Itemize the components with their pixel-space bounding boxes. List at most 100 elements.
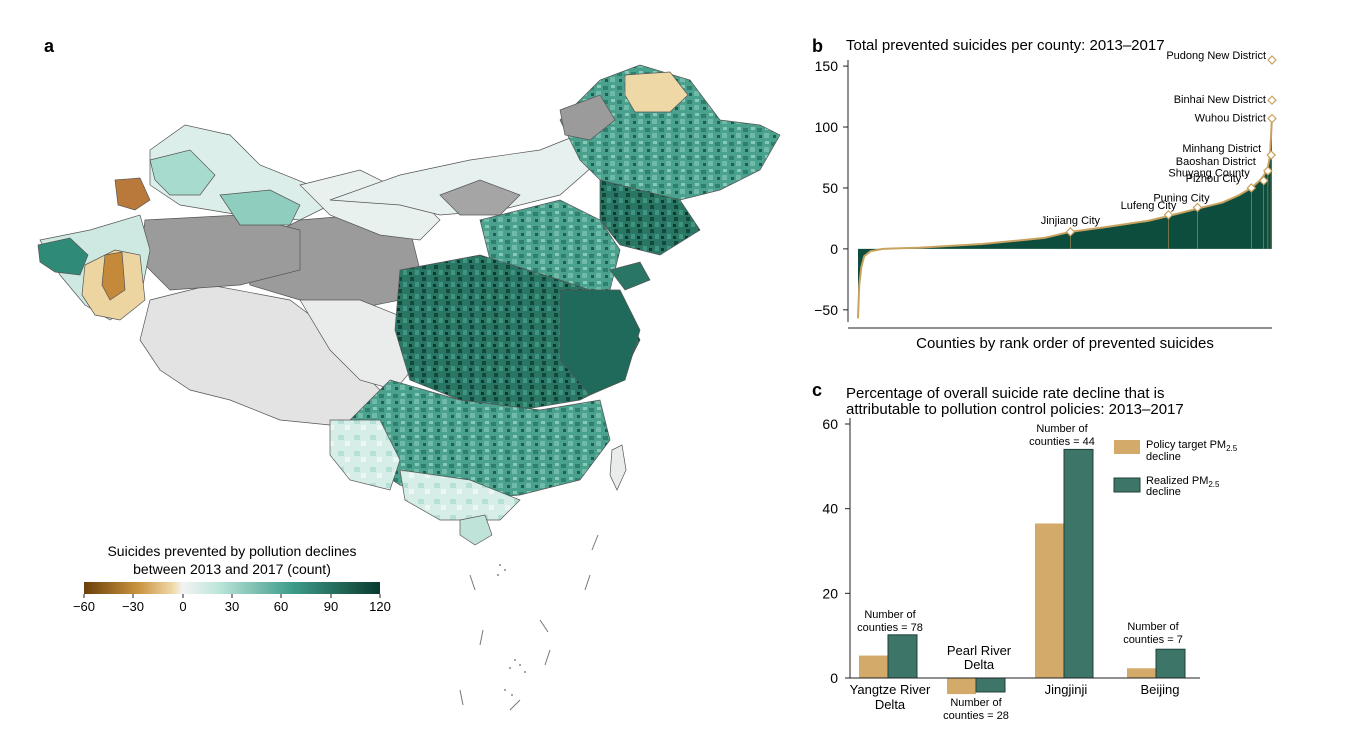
map-legend-tick-label: 90	[324, 599, 338, 614]
legend-label-policy: Policy target PM2.5	[1146, 439, 1238, 453]
annotation-prd-line2: counties = 28	[943, 710, 1009, 722]
chart-b-y-tick-label: 50	[822, 180, 838, 196]
legend-subscript: 2.5	[1226, 444, 1238, 453]
panel-c-title-line1: Percentage of overall suicide rate decli…	[846, 385, 1165, 402]
legend-swatch-realized	[1113, 477, 1141, 493]
category-label-prd-line2: Delta	[964, 657, 995, 672]
chart-b-point-label: Baoshan District	[1176, 156, 1256, 168]
map-region-hlj-grey	[559, 94, 616, 141]
bar	[947, 678, 976, 695]
chart-b-point-marker	[1258, 175, 1269, 186]
map-legend: Suicides prevented by pollution declines…	[73, 543, 391, 614]
map-region-taiwan	[609, 444, 627, 491]
chart-b-point-marker	[1267, 95, 1277, 106]
map-legend-tick-label: 120	[369, 599, 391, 614]
legend-label-policy-line1: Policy target PM	[1146, 439, 1226, 451]
map-region-guangxi	[399, 469, 521, 521]
map-legend-ticks	[83, 594, 381, 598]
attribution-bar-chart: 0 20 40 60 Number of counties = 78 Number o…	[822, 416, 1237, 722]
panel-c-title-line2: attributable to pollution control polici…	[846, 401, 1184, 418]
annotation-yrd-line1: Number of	[864, 609, 916, 621]
chart-b-point-label: Shuyang County	[1168, 168, 1250, 180]
chart-b-point-label: Pizhou City	[1186, 173, 1242, 185]
map-region-gansu	[299, 169, 441, 241]
chart-b-point-marker	[1163, 209, 1174, 220]
bar	[1063, 448, 1094, 679]
map-region-teal-west	[37, 237, 89, 276]
category-label-jjj: Jingjinji	[1045, 682, 1088, 697]
legend-label-realized-line1: Realized PM	[1146, 475, 1208, 487]
map-legend-tick-label: 30	[225, 599, 239, 614]
chart-c-y-axis: 0 20 40 60	[822, 416, 851, 686]
map-region-im-grey	[439, 179, 521, 216]
map-legend-tick-label: −30	[122, 599, 144, 614]
chart-c-y-tick-label: 0	[830, 670, 838, 686]
chart-b-y-axis: −50 0 50 100 150	[814, 58, 849, 322]
map-legend-tick-label: 60	[274, 599, 288, 614]
chart-b-point-label: Jinjiang City	[1041, 215, 1101, 227]
legend-swatch-policy	[1114, 440, 1140, 454]
category-label-yrd-line2: Delta	[875, 697, 906, 712]
bar	[859, 655, 888, 678]
chart-c-y-tick-label: 20	[822, 585, 838, 601]
chart-b-point-marker	[1246, 183, 1257, 193]
chart-b-point-marker	[1065, 226, 1076, 237]
annotation-jjj-line1: Number of	[1036, 423, 1088, 435]
chart-b-point-marker	[1267, 113, 1277, 124]
chart-b-y-tick-label: −50	[814, 302, 838, 318]
bar	[1127, 668, 1156, 678]
bar	[1035, 523, 1064, 678]
legend-label-realized: Realized PM2.5	[1146, 475, 1220, 489]
chart-b-point-label: Pudong New District	[1166, 50, 1266, 62]
chart-b-point-label: Binhai New District	[1174, 94, 1266, 106]
bar	[1155, 648, 1186, 679]
annotation-prd-line1: Number of	[950, 697, 1002, 709]
chart-b-point-marker	[1192, 202, 1203, 213]
bar	[975, 677, 1006, 693]
annotation-jjj-line2: counties = 44	[1029, 436, 1095, 448]
map-legend-title-line2: between 2013 and 2017 (count)	[133, 561, 331, 577]
chart-b-x-axis-label: Counties by rank order of prevented suic…	[916, 335, 1214, 352]
chart-b-point-marker	[1263, 166, 1273, 176]
map-region-shandong-pen	[609, 261, 651, 291]
category-label-bj: Beijing	[1140, 682, 1179, 697]
map-islands	[459, 534, 599, 711]
chart-b-point-label: Minhang District	[1182, 143, 1261, 155]
category-label-yrd-line1: Yangtze River	[850, 682, 931, 697]
map-region-altai	[149, 149, 216, 196]
chart-c-bars	[859, 448, 1186, 695]
map-region-sichuan-west	[299, 299, 421, 391]
map-legend-title-line1: Suicides prevented by pollution declines	[107, 543, 356, 559]
annotation-yrd-line2: counties = 78	[857, 622, 923, 634]
chart-c-y-tick-label: 40	[822, 501, 838, 517]
map-region-ili	[114, 177, 151, 211]
panel-b-letter: b	[812, 36, 823, 56]
category-label-prd-line1: Pearl River	[947, 643, 1012, 658]
china-county-map	[37, 64, 781, 546]
panel-a-letter: a	[44, 36, 55, 56]
map-region-yunnan	[329, 419, 401, 491]
legend-label-realized-line2: decline	[1146, 486, 1181, 498]
panel-b-title: Total prevented suicides per county: 201…	[846, 37, 1165, 54]
map-legend-tick-label: −60	[73, 599, 95, 614]
chart-b-y-tick-label: 0	[830, 241, 838, 257]
map-legend-tick-label: 0	[179, 599, 186, 614]
annotation-bj-line1: Number of	[1127, 621, 1179, 633]
chart-b-point-label: Lufeng City	[1121, 200, 1177, 212]
panel-c-letter: c	[812, 380, 822, 400]
map-region-hainan	[459, 514, 493, 546]
chart-b-y-tick-label: 100	[815, 119, 839, 135]
legend-subscript: 2.5	[1208, 480, 1220, 489]
bar	[887, 634, 918, 679]
chart-b-labeled-points: Pudong New District Binhai New District Wu…	[1041, 50, 1277, 237]
map-region-urumqi	[219, 189, 301, 226]
prevented-suicides-area	[858, 117, 1272, 319]
chart-b-point-label: Wuhou District	[1195, 112, 1266, 124]
map-island-dots	[497, 564, 526, 696]
map-region-heilongjiang-tan	[624, 71, 689, 113]
legend-label-policy-line2: decline	[1146, 451, 1181, 463]
map-region-kashgar-brown	[101, 251, 126, 301]
annotation-bj-line2: counties = 7	[1123, 634, 1183, 646]
ranked-area-chart: −50 0 50 100 150 Pudong New District Binhai N…	[814, 50, 1277, 352]
